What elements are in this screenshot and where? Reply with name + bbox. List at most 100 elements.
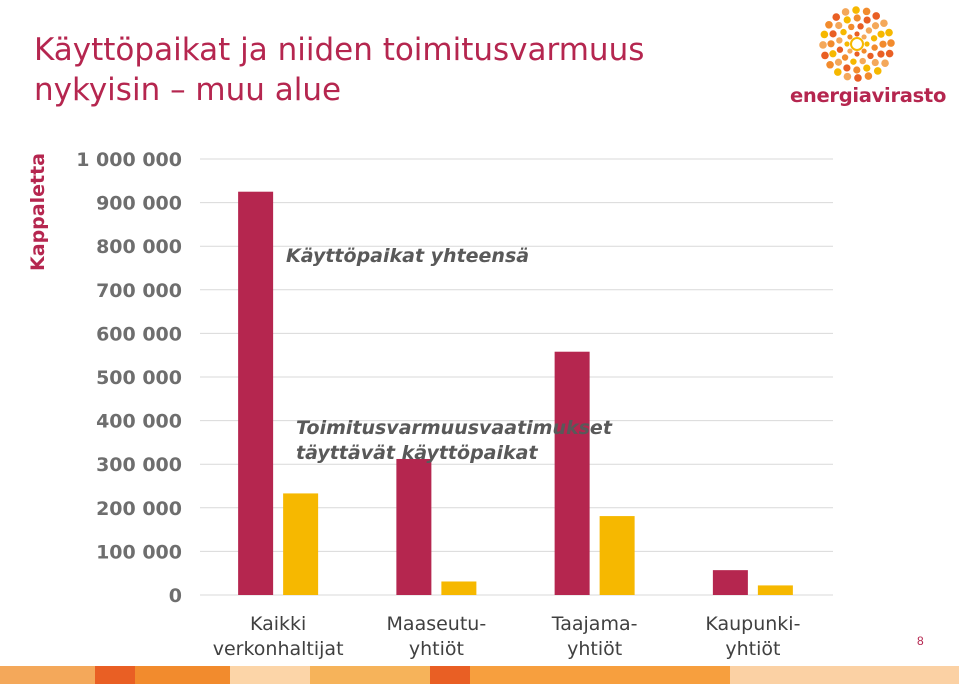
bar-total-2 xyxy=(396,458,432,595)
sun-dot xyxy=(879,40,887,48)
sun-dot xyxy=(854,31,860,37)
sun-dot xyxy=(841,8,850,16)
sun-dot xyxy=(859,57,866,65)
sun-dot xyxy=(871,44,878,51)
y-tick-label: 700 000 xyxy=(96,280,182,302)
sun-dot xyxy=(862,7,871,16)
sun-dot xyxy=(844,41,850,47)
bar-meets-requirements-3 xyxy=(599,516,635,595)
slide-title-line-2: nykyisin – muu alue xyxy=(34,72,342,108)
x-category-label-line: Taajama- xyxy=(551,613,638,635)
sun-dot xyxy=(863,16,871,24)
sun-dot xyxy=(820,30,829,39)
sun-dot xyxy=(853,66,861,74)
sun-dot xyxy=(825,21,833,29)
series-label-meets-requirements: Toimitusvarmuusvaatimukset täyttävät käyt… xyxy=(296,417,613,464)
slide-title-line-1: Käyttöpaikat ja niiden toimitusvarmuus xyxy=(34,32,645,68)
sun-dot xyxy=(829,30,837,38)
bar-meets-requirements-1 xyxy=(283,493,319,595)
sun-dot xyxy=(863,64,871,72)
sun-dot xyxy=(843,16,851,24)
sun-dot xyxy=(847,48,853,54)
sun-dot xyxy=(880,19,888,28)
sun-dot xyxy=(829,50,837,58)
sun-dot xyxy=(847,34,853,40)
sun-dot xyxy=(881,59,889,67)
x-category-label-line: Maaseutu- xyxy=(387,613,487,635)
energiavirasto-sun-logo xyxy=(819,6,895,82)
x-category-label-line: Kaupunki- xyxy=(705,613,800,635)
x-category-label: Kaikki verkonhaltijat xyxy=(213,613,344,660)
x-category-label: Maaseutu-yhtiöt xyxy=(387,613,487,660)
sun-dot xyxy=(871,22,880,30)
sun-dot xyxy=(865,27,873,34)
footer-segment xyxy=(470,666,730,684)
footer-segment xyxy=(310,666,430,684)
sun-center xyxy=(850,37,864,51)
sun-dot xyxy=(835,21,843,30)
y-tick-label: 100 000 xyxy=(96,541,182,563)
y-tick-label: 600 000 xyxy=(96,323,182,345)
sun-dot xyxy=(843,72,852,81)
chart-bars xyxy=(238,191,793,595)
x-category-label-line: verkonhaltijat xyxy=(213,638,344,660)
bar-total-3 xyxy=(554,351,590,595)
series-label-line: Toimitusvarmuusvaatimukset xyxy=(296,417,613,439)
bar-meets-requirements-4 xyxy=(757,585,793,595)
y-tick-label: 300 000 xyxy=(96,454,182,476)
sun-dot xyxy=(850,58,857,65)
sun-dot xyxy=(871,58,879,67)
sun-dot xyxy=(864,72,873,80)
sun-dot xyxy=(827,40,835,48)
bar-total-1 xyxy=(238,191,274,595)
y-tick-label: 1 000 000 xyxy=(76,149,182,171)
x-category-label-line: yhtiöt xyxy=(725,638,780,660)
sun-dot xyxy=(854,51,860,57)
sun-dot xyxy=(832,13,841,21)
sun-dot xyxy=(848,23,855,31)
sun-logo-dots xyxy=(819,6,895,82)
y-tick-label: 500 000 xyxy=(96,367,182,389)
series-labels: Käyttöpaikat yhteensä Toimitusvarmuusvaat… xyxy=(286,245,613,464)
x-category-label: Kaupunki-yhtiöt xyxy=(705,613,800,660)
x-category-label-line: yhtiöt xyxy=(409,638,464,660)
sun-dot xyxy=(870,35,878,42)
sun-dot xyxy=(840,28,847,36)
sun-dot xyxy=(861,34,867,40)
sun-dot xyxy=(834,68,842,76)
sun-dot xyxy=(885,49,894,58)
footer-segment xyxy=(95,666,135,684)
sun-dot xyxy=(854,74,862,82)
sun-dot xyxy=(841,54,849,61)
sun-dot xyxy=(853,14,861,22)
sun-dot xyxy=(877,50,885,58)
footer-segment xyxy=(135,666,230,684)
y-tick-label: 400 000 xyxy=(96,411,182,433)
sun-dot xyxy=(857,23,864,30)
x-category-label: Taajama-yhtiöt xyxy=(551,613,638,660)
chart-gridlines xyxy=(200,158,833,596)
sun-dot xyxy=(834,58,843,66)
footer-segment xyxy=(230,666,310,684)
footer-segment xyxy=(430,666,470,684)
y-tick-label: 900 000 xyxy=(96,193,182,215)
sun-dot xyxy=(864,41,870,47)
y-axis-tick-labels: 0 100 000 200 000 300 000 400 000 500 000 600 … xyxy=(76,149,182,607)
x-category-label-line: yhtiöt xyxy=(567,638,622,660)
sun-dot xyxy=(887,39,895,47)
bar-total-4 xyxy=(712,570,748,595)
sun-dot xyxy=(873,67,882,75)
y-tick-label: 800 000 xyxy=(96,236,182,258)
sun-dot xyxy=(843,64,851,72)
x-category-label-line: Kaikki xyxy=(250,613,306,635)
x-axis-category-labels: Kaikki verkonhaltijatMaaseutu-yhtiötTaaja… xyxy=(213,613,801,660)
footer-segment xyxy=(730,666,959,684)
sun-dot xyxy=(836,46,844,53)
slide-title: Käyttöpaikat ja niiden toimitusvarmuus n… xyxy=(34,30,644,110)
series-label-total: Käyttöpaikat yhteensä xyxy=(286,245,529,267)
sun-dot xyxy=(872,12,880,20)
footer-segment xyxy=(0,666,95,684)
y-tick-label: 0 xyxy=(169,585,182,607)
sun-dot xyxy=(861,48,867,54)
